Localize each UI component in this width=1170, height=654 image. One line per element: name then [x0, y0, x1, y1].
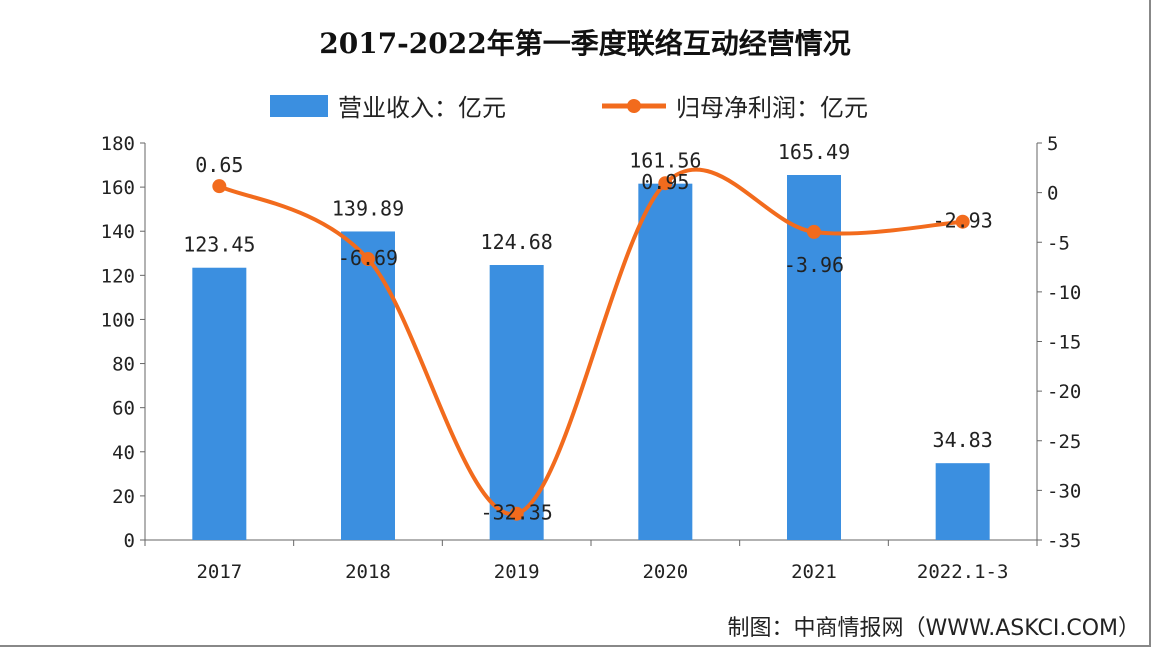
left-tick-label: 60 [112, 398, 135, 420]
bar [638, 183, 693, 540]
profit-point [509, 506, 524, 521]
right-tick-label: 0 [1047, 183, 1058, 205]
profit-point [212, 179, 227, 194]
left-tick-label: 120 [101, 265, 135, 287]
x-tick-label: 2018 [345, 561, 391, 583]
right-tick-label: -35 [1047, 530, 1081, 552]
right-tick-label: -20 [1047, 381, 1081, 403]
x-tick-label: 2021 [791, 561, 837, 583]
line-data-label: -6.69 [338, 246, 398, 270]
bar [489, 265, 544, 540]
bar-data-label: 123.45 [183, 233, 255, 257]
left-tick-label: 160 [101, 177, 135, 199]
bar-data-label: 124.68 [481, 230, 553, 254]
x-tick-label: 2019 [494, 561, 540, 583]
right-tick-label: -5 [1047, 232, 1070, 254]
x-tick-label: 2020 [642, 561, 688, 583]
right-tick-label: -30 [1047, 480, 1081, 502]
right-tick-label: -25 [1047, 431, 1081, 453]
legend-swatch-bar [270, 94, 328, 117]
right-tick-label: 5 [1047, 133, 1058, 155]
legend-item-profit: 归母净利润：亿元 [600, 88, 868, 123]
legend-item-revenue: 营业收入：亿元 [270, 88, 506, 123]
left-tick-label: 40 [112, 442, 135, 464]
left-tick-label: 0 [124, 530, 135, 552]
chart-title: 2017-2022年第一季度联络互动经营情况 [319, 27, 851, 60]
bar-data-label: 34.83 [933, 428, 993, 452]
bar [192, 267, 247, 540]
x-tick-label: 2017 [196, 561, 242, 583]
left-tick-label: 80 [112, 354, 135, 376]
legend-label-revenue: 营业收入：亿元 [338, 94, 506, 122]
bar [341, 231, 395, 540]
profit-point [658, 176, 673, 191]
profit-point [361, 252, 375, 267]
line-data-label: -2.93 [933, 209, 993, 233]
profit-point [807, 224, 821, 239]
bar-data-label: 165.49 [778, 140, 850, 164]
profit-point [955, 214, 970, 229]
bar-data-label: 139.89 [332, 196, 404, 220]
legend-label-profit: 归母净利润：亿元 [676, 94, 868, 122]
x-tick-label: 2022.1-3 [917, 561, 1009, 583]
bar [935, 463, 990, 540]
profit-line [218, 167, 963, 516]
left-tick-label: 20 [112, 486, 135, 508]
source-note: 制图：中商情报网（WWW.ASKCI.COM） [727, 616, 1140, 641]
left-tick-label: 100 [101, 309, 135, 331]
right-tick-label: -10 [1047, 282, 1081, 304]
left-tick-label: 180 [101, 133, 135, 155]
line-data-label: 0.95 [641, 170, 689, 194]
right-tick-label: -15 [1047, 332, 1081, 354]
line-data-label: -3.96 [784, 253, 844, 277]
line-data-label: -32.35 [481, 501, 553, 525]
legend-swatch-line [602, 98, 666, 113]
frame [0, 0, 1151, 647]
line-data-label: 0.65 [195, 153, 243, 177]
left-tick-label: 140 [101, 221, 135, 243]
